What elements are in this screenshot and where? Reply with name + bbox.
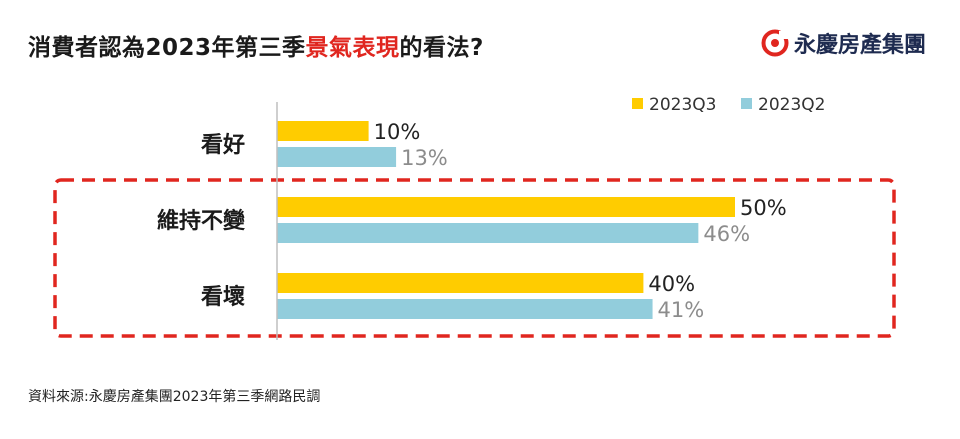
data-label: 13%	[401, 146, 448, 170]
bar-2023q3	[277, 273, 644, 293]
bar-2023q2	[277, 147, 397, 167]
source-note: 資料來源:永慶房產集團2023年第三季網路民調	[28, 389, 321, 405]
highlight-box	[53, 178, 896, 338]
legend-label: 2023Q2	[758, 95, 825, 115]
category-label: 維持不變	[157, 208, 246, 234]
bar-2023q2	[277, 223, 699, 243]
brand-logo: 永慶房產集團	[760, 28, 926, 58]
data-label: 41%	[658, 298, 705, 322]
data-label: 46%	[703, 222, 750, 246]
title-pre: 消費者認為2023年第三季	[28, 35, 306, 61]
data-label: 10%	[374, 120, 421, 144]
bar-chart: 2023Q3 2023Q2 看好 10%13% 維持不變 50%46% 看壞 40%41%	[53, 95, 896, 340]
chart-title: 消費者認為2023年第三季景氣表現的看法?	[28, 28, 484, 62]
bar-2023q2	[277, 299, 653, 319]
title-highlight: 景氣表現	[305, 35, 400, 61]
data-label: 50%	[740, 196, 787, 220]
bar-2023q3	[277, 121, 369, 141]
category-label: 看壞	[201, 284, 245, 310]
data-label: 40%	[648, 272, 695, 296]
legend-swatch	[632, 98, 643, 109]
yungching-logo-icon	[761, 29, 789, 57]
category-label: 看好	[201, 132, 245, 158]
legend-label: 2023Q3	[649, 95, 716, 115]
bar-2023q3	[277, 197, 735, 217]
title-post: 的看法?	[399, 35, 484, 61]
legend-swatch	[741, 98, 752, 109]
logo-text: 永慶房產集團	[794, 33, 927, 58]
